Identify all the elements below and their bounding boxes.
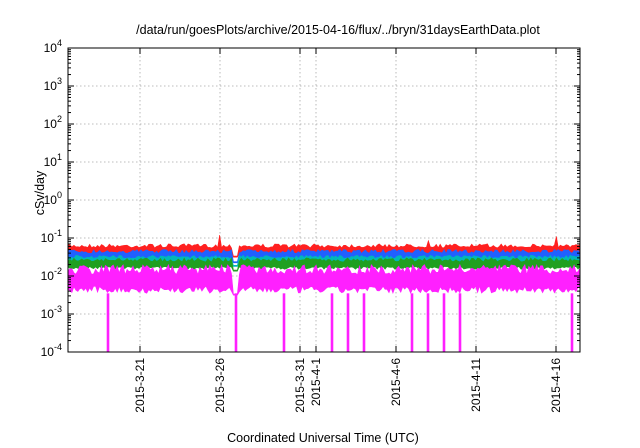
y-tick-label: 10-2 — [41, 266, 62, 283]
y-axis-label: cSv/day — [33, 170, 47, 215]
x-tick-label: 2015-3-26 — [213, 358, 227, 413]
x-tick-label: 2015-3-31 — [293, 358, 307, 413]
y-tick-label: 100 — [44, 190, 62, 207]
y-tick-label: 102 — [44, 114, 62, 131]
y-tick-label: 10-1 — [41, 228, 62, 245]
x-axis-label: Coordinated Universal Time (UTC) — [227, 431, 419, 445]
y-tick-label: 101 — [44, 152, 62, 169]
x-tick-label: 2015-3-21 — [133, 358, 147, 413]
x-tick-label: 2015-4-6 — [389, 358, 403, 406]
y-tick-label: 104 — [44, 38, 62, 55]
y-tick-label: 103 — [44, 76, 62, 93]
x-tick-label: 2015-4-11 — [469, 358, 483, 412]
x-tick-label: 2015-4-1 — [309, 358, 323, 406]
x-tick-label: 2015-4-16 — [549, 358, 563, 413]
plot-area — [67, 234, 581, 352]
chart-title: /data/run/goesPlots/archive/2015-04-16/f… — [136, 23, 540, 37]
axes: 10-4 10-3 10-2 10-1 100 101 102 103 104 2015-3-21… — [41, 38, 581, 413]
y-tick-label: 10-4 — [41, 342, 62, 359]
grid — [68, 47, 580, 353]
y-tick-label: 10-3 — [41, 304, 62, 321]
